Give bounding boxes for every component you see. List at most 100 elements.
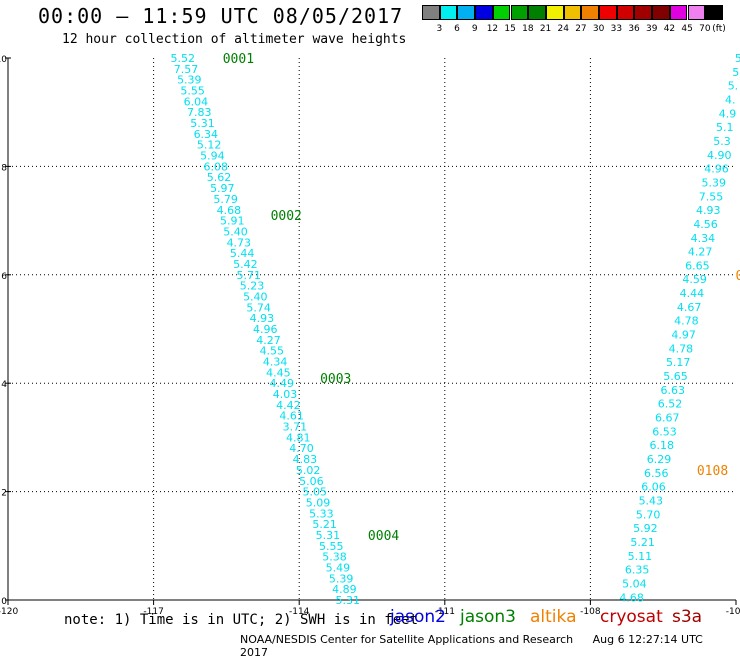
swh-value-label: 4.83	[293, 453, 318, 466]
swh-value-label: 5.91	[220, 215, 245, 228]
swh-value-label: 6.34	[194, 128, 219, 141]
colorbar-label: 12	[486, 24, 499, 34]
colorbar-swatch	[528, 5, 546, 20]
swh-value-label: 4.49	[269, 377, 294, 390]
swh-value-label: 4.96	[704, 163, 729, 176]
footer-credit: NOAA/NESDIS Center for Satellite Applica…	[240, 633, 574, 646]
swh-value-label: 6.56	[644, 467, 669, 480]
swh-value-label: 5.09	[306, 496, 331, 509]
chart-title: 00:00 – 11:59 UTC 08/05/2017	[38, 4, 404, 28]
colorbar-swatch	[439, 5, 458, 20]
swh-value-label: 4.78	[674, 315, 699, 328]
swh-value-label: 5.94	[200, 150, 225, 163]
swh-value-label: 4.78	[669, 342, 694, 355]
swh-value-label: 4.27	[256, 334, 281, 347]
colorbar-swatch	[687, 5, 706, 20]
swh-value-label: 7.83	[187, 106, 212, 119]
y-tick-label: 0	[1, 597, 7, 607]
note-text: note: 1) Time is in UTC; 2) SWH is in fe…	[64, 612, 419, 628]
swh-value-label: 5.11	[628, 550, 653, 563]
colorbar-swatch	[669, 5, 688, 20]
swh-value-label: 6.52	[658, 398, 683, 411]
swh-value-label: 4.81	[286, 431, 311, 444]
colorbar-label: 70	[699, 24, 711, 34]
swh-value-label: 7.57	[174, 63, 199, 76]
colorbar-swatch	[545, 5, 564, 20]
swh-value-label: 5.02	[296, 464, 321, 477]
x-tick-label: -120	[0, 607, 18, 617]
swh-value-label: 5.33	[309, 507, 334, 520]
swh-value-label: 5.92	[633, 522, 658, 535]
colorbar-swatch	[457, 5, 476, 20]
swh-value-label: 4.89	[332, 583, 357, 596]
swh-value-label: 5.1	[716, 121, 734, 134]
swh-value-label: 5.65	[663, 370, 688, 383]
cycle-label: 0108	[697, 464, 728, 479]
swh-value-label: 5.74	[246, 301, 271, 314]
x-tick-label: -111	[435, 607, 455, 617]
swh-value-label: 5.97	[210, 182, 235, 195]
colorbar-label: 36	[628, 24, 640, 34]
swh-value-label: 5.42	[233, 258, 258, 271]
swh-value-label: 5.39	[329, 572, 354, 585]
swh-value-label: 4.55	[260, 345, 285, 358]
y-tick-label: 4	[1, 380, 7, 390]
swh-value-label: 5	[735, 52, 740, 65]
swh-value-label: 4.34	[263, 356, 288, 369]
colorbar-swatch	[581, 5, 599, 20]
swh-value-label: 4.34	[691, 232, 716, 245]
swh-value-label: 5.12	[197, 139, 222, 152]
swh-value-label: 6.29	[647, 453, 672, 466]
swh-value-label: 5.21	[312, 518, 337, 531]
swh-value-label: 4.93	[696, 204, 721, 217]
swh-value-label: 6.53	[652, 425, 677, 438]
swh-value-label: 5.31	[190, 117, 215, 130]
y-tick-label: 10	[0, 55, 7, 65]
x-tick-label: -117	[143, 607, 163, 617]
swh-value-label: 4.9	[719, 107, 737, 120]
x-tick-label: -108	[580, 607, 601, 617]
colorbar-label: 3	[436, 24, 443, 34]
swh-value-label: 5.31	[335, 594, 360, 607]
swh-value-label: 6.63	[660, 384, 685, 397]
swh-value-label: 4.03	[273, 388, 298, 401]
swh-value-label: 6.67	[655, 412, 680, 425]
x-tick-label: -105	[726, 607, 740, 617]
swh-value-label: 6.08	[203, 160, 228, 173]
y-tick-label: 2	[1, 489, 7, 499]
swh-value-label: 4.44	[680, 287, 705, 300]
swh-value-label: 5.52	[170, 52, 195, 65]
swh-value-label: 5.39	[702, 176, 727, 189]
colorbar-label: 39	[646, 24, 658, 34]
swh-value-label: 4.61	[279, 410, 304, 423]
swh-value-label: 3.71	[283, 421, 308, 434]
swh-value-label: 5.55	[180, 85, 205, 98]
y-tick-label: 6	[1, 272, 7, 282]
swh-value-label: 4.45	[266, 366, 291, 379]
colorbar-swatch	[475, 5, 493, 20]
colorbar-swatch	[563, 5, 582, 20]
colorbar-label: 30	[592, 24, 605, 34]
x-tick-label: -114	[289, 607, 310, 617]
swh-value-label: 5.49	[326, 561, 351, 574]
colorbar-label: 9	[471, 24, 478, 34]
swh-value-label: 4.68	[217, 204, 242, 217]
swh-value-label: 5.40	[223, 225, 248, 238]
colorbar-label: 27	[575, 24, 587, 34]
swh-value-label: 4.42	[276, 399, 301, 412]
swh-value-label: 4.59	[682, 273, 707, 286]
legend-altika: altika	[530, 607, 577, 627]
colorbar-swatch	[599, 5, 617, 20]
legend-jason2: jason2	[390, 607, 446, 627]
colorbar-swatch	[634, 5, 653, 20]
swh-value-label: 5.70	[636, 508, 661, 521]
colorbar-label: 6	[454, 24, 460, 34]
swh-value-label: 5.06	[299, 475, 324, 488]
swh-value-label: 4.67	[677, 301, 702, 314]
cycle-label: 0	[736, 269, 740, 284]
swh-value-label: 5.40	[243, 290, 268, 303]
chart-subtitle: 12 hour collection of altimeter wave hei…	[62, 32, 407, 47]
swh-value-label: 4.93	[250, 312, 275, 325]
colorbar-label: 18	[522, 24, 534, 34]
swh-value-label: 5.23	[240, 280, 265, 293]
